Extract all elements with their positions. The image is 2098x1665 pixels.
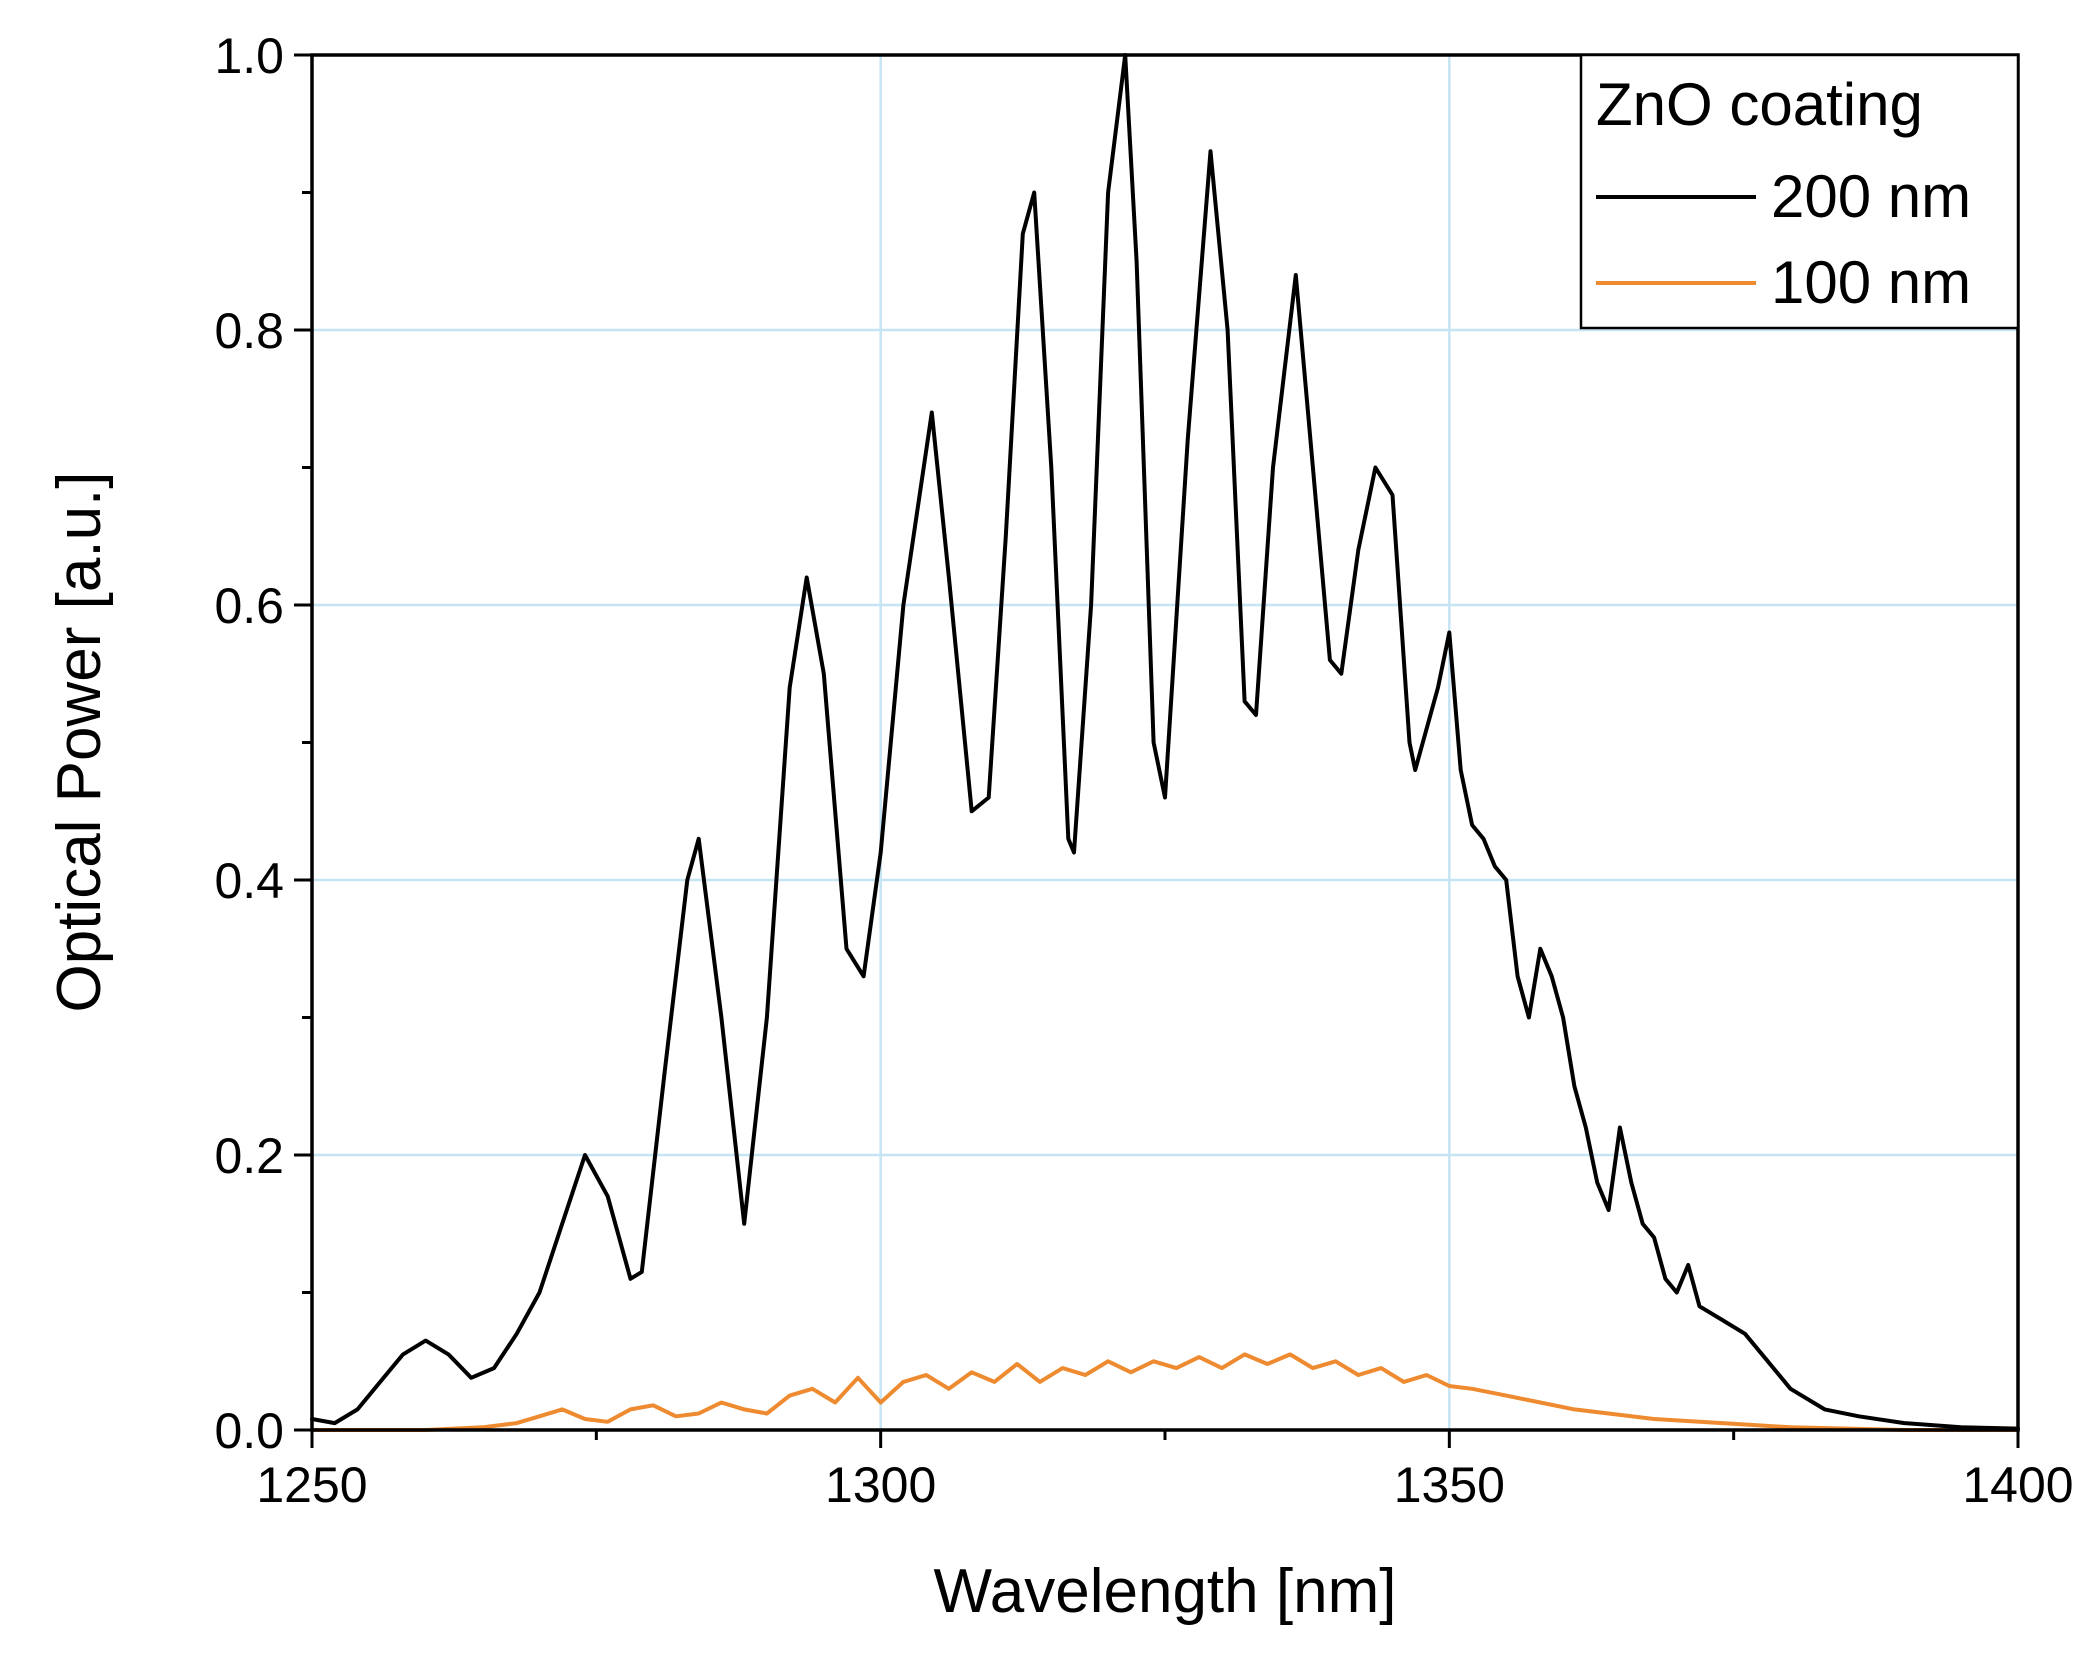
legend-label-200nm: 200 nm bbox=[1771, 163, 1971, 230]
legend-label-100nm: 100 nm bbox=[1771, 249, 1971, 316]
legend-title: ZnO coating bbox=[1596, 71, 1923, 138]
x-tick-label: 1400 bbox=[1962, 1457, 2073, 1513]
axis-tick-labels: 1250 1300 1350 1400 0.0 0.2 0.4 0.6 0.8 1.0 bbox=[214, 28, 2073, 1513]
series-line-200nm bbox=[310, 53, 2020, 1431]
x-tick-label: 1300 bbox=[825, 1457, 936, 1513]
y-tick-label: 1.0 bbox=[214, 28, 284, 84]
series-layer bbox=[310, 53, 2020, 1432]
y-tick-label: 0.2 bbox=[214, 1128, 284, 1184]
axis-ticks bbox=[294, 53, 2020, 1448]
y-tick-label: 0.0 bbox=[214, 1403, 284, 1459]
series-line-100nm bbox=[310, 1352, 2020, 1432]
y-tick-label: 0.4 bbox=[214, 853, 284, 909]
x-tick-label: 1350 bbox=[1394, 1457, 1505, 1513]
y-axis-title: Optical Power [a.u.] bbox=[45, 471, 114, 1012]
x-tick-label: 1250 bbox=[256, 1457, 367, 1513]
x-axis-title: Wavelength [nm] bbox=[934, 1557, 1397, 1626]
legend: ZnO coating 200 nm 100 nm bbox=[1579, 53, 2020, 330]
y-tick-label: 0.8 bbox=[214, 303, 284, 359]
gridlines bbox=[312, 55, 2018, 1430]
y-tick-label: 0.6 bbox=[214, 578, 284, 634]
